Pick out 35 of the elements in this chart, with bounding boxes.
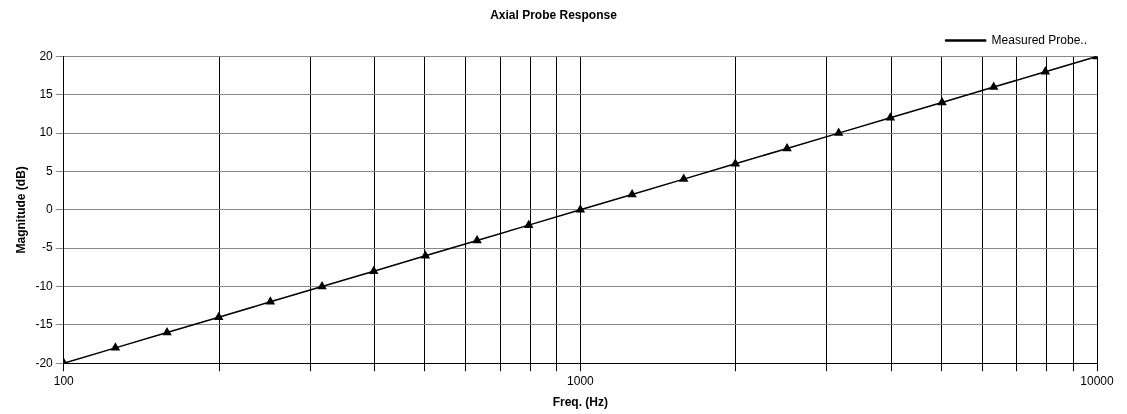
point [421,251,430,259]
y-tick-label: 0 [46,202,54,217]
x-axis-title: Freq. (Hz) [552,395,609,410]
point [266,297,275,305]
point [937,97,947,106]
y-tick-label: 5 [46,163,54,178]
chart-title: Axial Probe Response [490,7,618,22]
point [627,189,637,198]
point [369,266,378,274]
y-tick-label: 20 [39,48,54,63]
y-tick-label: -20 [35,355,54,370]
x-tick-label: 10000 [1080,373,1115,388]
point [472,235,482,244]
point [214,312,223,320]
y-axis-title: Magnitude (dB) [13,166,28,254]
point [886,113,895,121]
point [1041,66,1050,75]
point [524,220,533,228]
y-tick-label: 15 [39,87,54,102]
legend-label: Measured Probe.. [991,32,1088,47]
point [162,327,172,336]
x-tick-label: 1000 [567,373,595,388]
y-tick-label: -10 [35,278,54,293]
y-tick-label: -5 [42,240,54,255]
point [989,82,998,90]
point [782,143,792,152]
y-tick-label: -15 [35,317,54,332]
point [111,343,120,351]
point [731,159,740,167]
point [679,174,688,182]
point [834,128,843,136]
point [576,205,585,213]
x-tick-label: 100 [53,373,75,388]
y-tick-label: 10 [39,125,54,140]
point [317,281,327,290]
